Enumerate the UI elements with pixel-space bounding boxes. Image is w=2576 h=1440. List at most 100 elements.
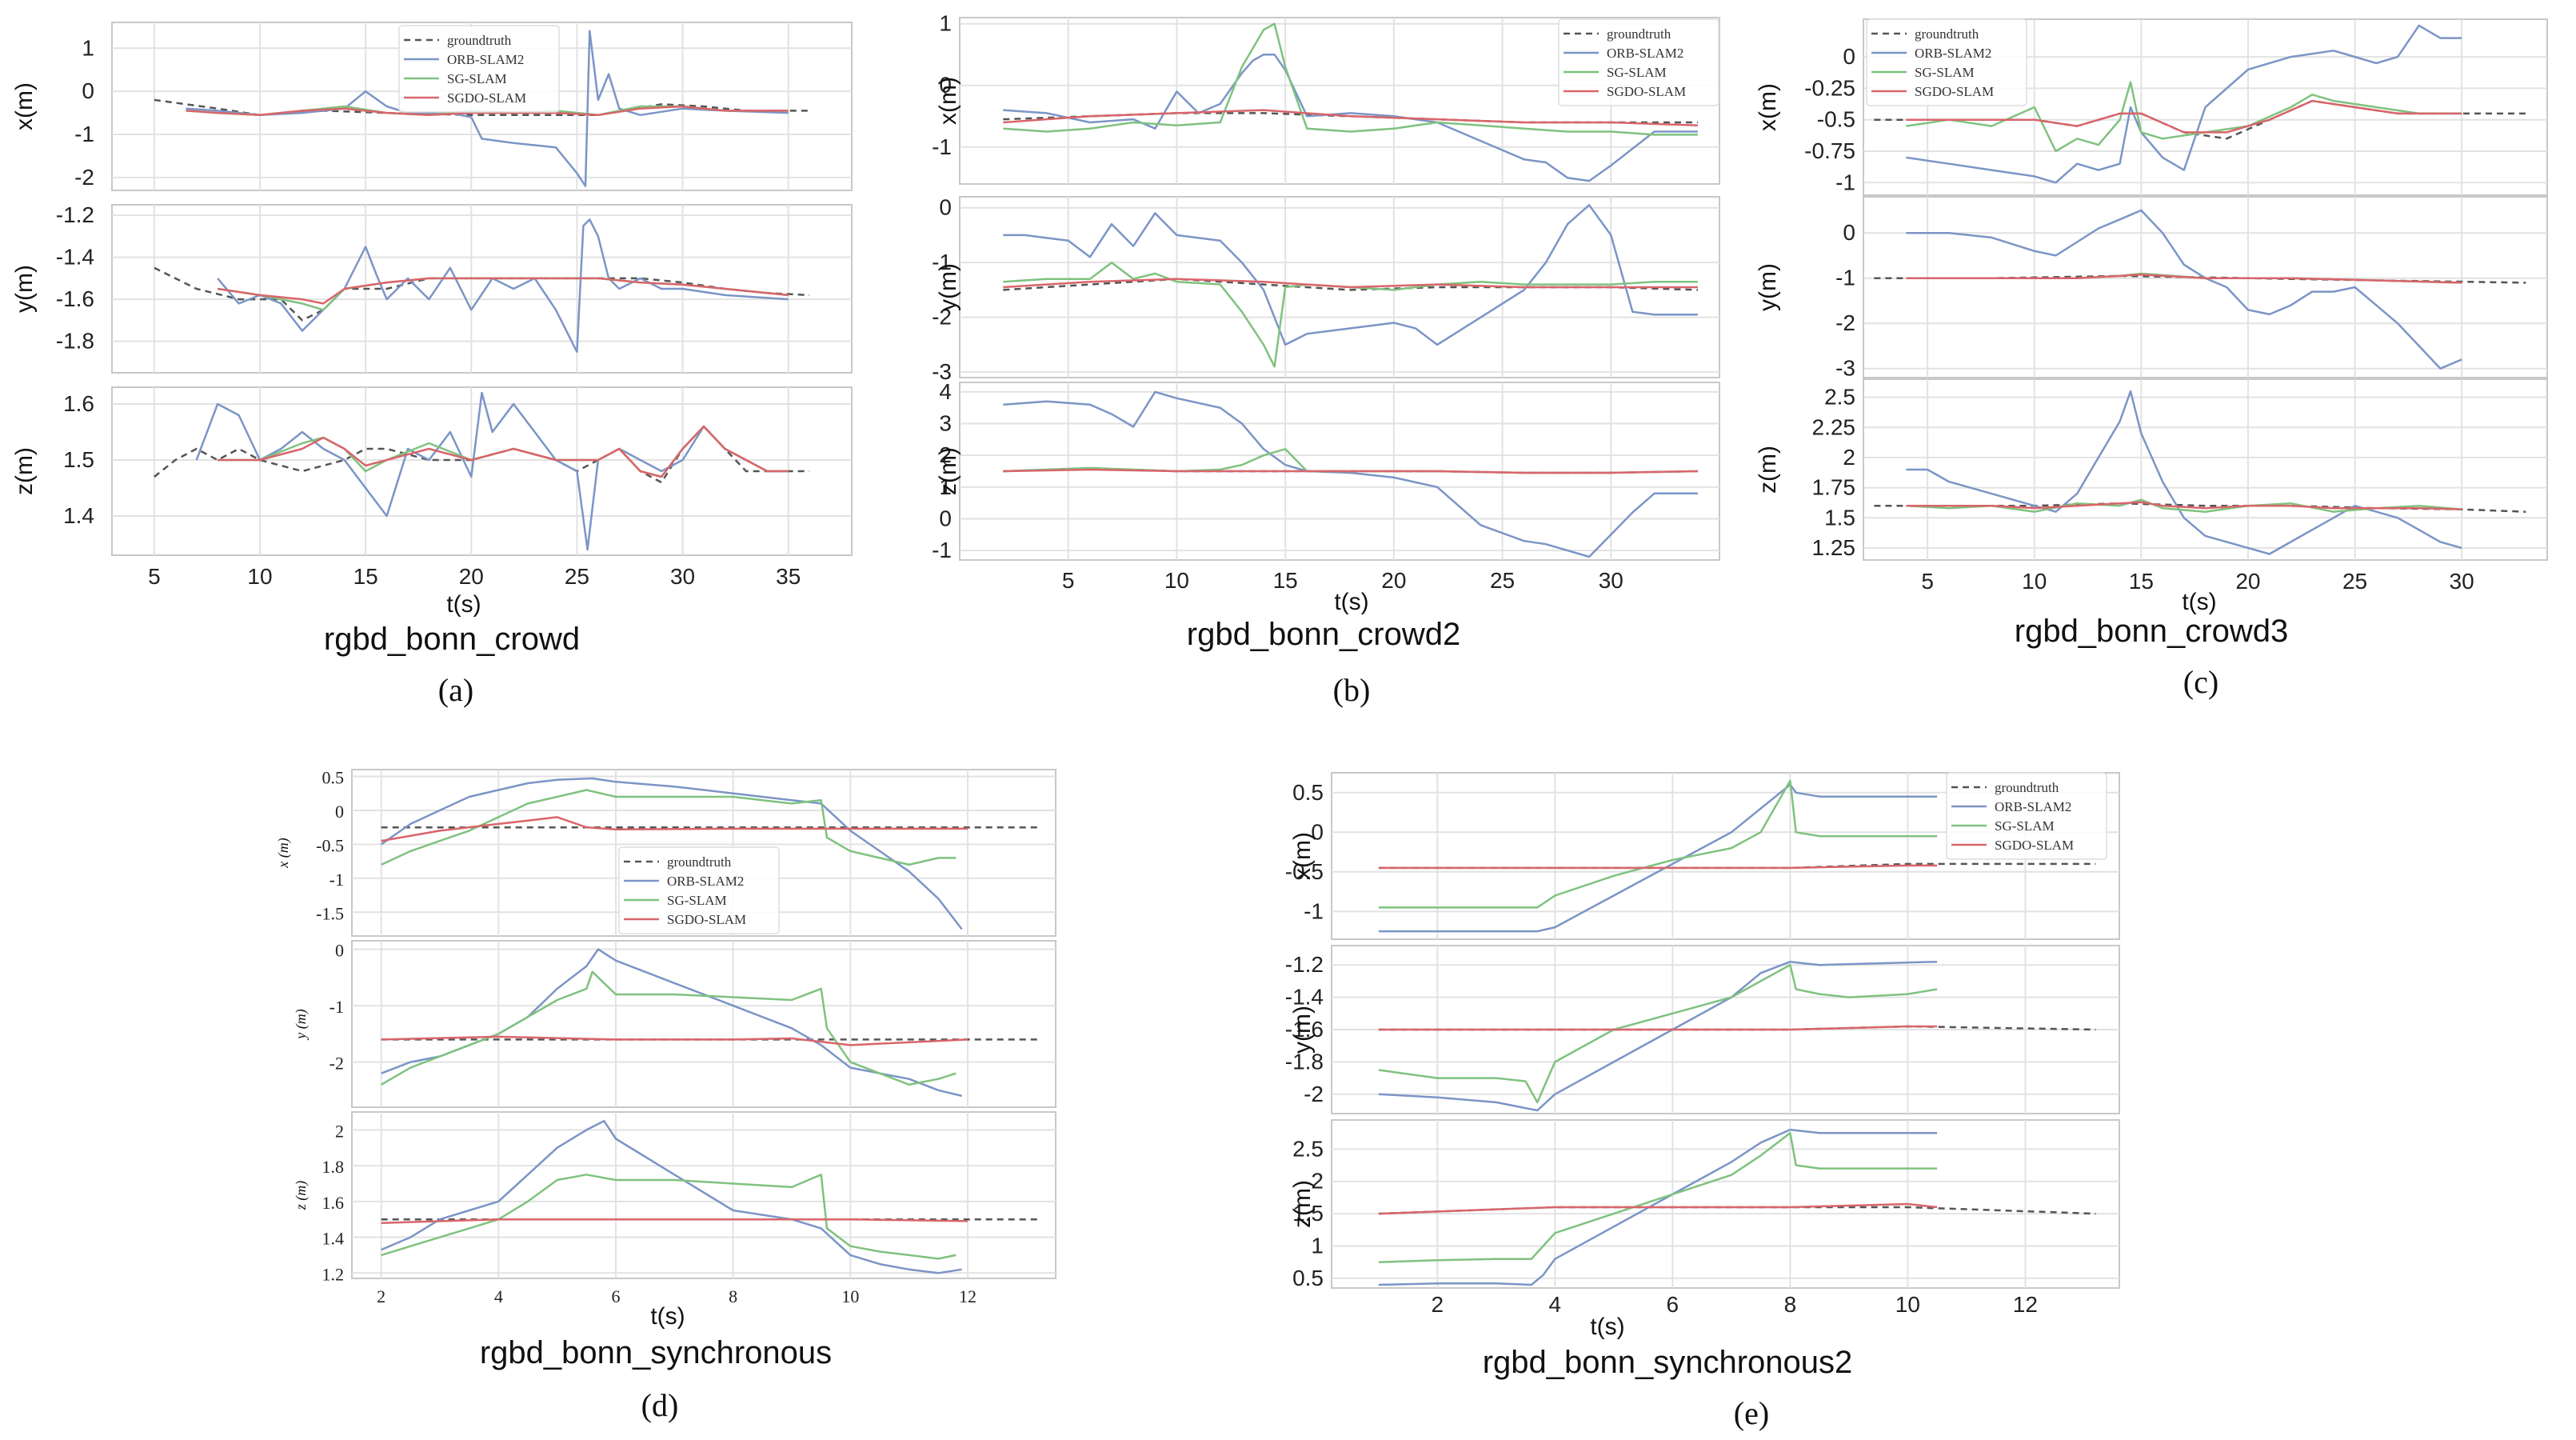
ytick-e-0-1: -0.5: [1285, 859, 1324, 884]
ytick-d-1-0: -2: [329, 1054, 344, 1074]
ytick-e-0-2: 0: [1311, 819, 1324, 844]
xtick-a-3: 20: [459, 564, 484, 589]
legend-label-c-1: ORB-SLAM2: [1915, 46, 1991, 61]
series-e-0-sgdo-slam: [1378, 864, 1938, 870]
series-d-0-orb-slam2: [380, 777, 963, 930]
ytick-a-0-0: -2: [74, 165, 94, 190]
legend-label-d-3: SGDO-SLAM: [667, 912, 746, 927]
series-b-2-sgdo-slam: [1003, 468, 1698, 474]
ytick-b-2-4: 3: [939, 411, 952, 436]
ytick-e-2-1: 1: [1311, 1234, 1324, 1258]
xlabel-c: t(s): [2182, 589, 2216, 615]
legend-label-d-2: SG-SLAM: [667, 893, 727, 908]
series-d-2-orb-slam2: [381, 1119, 962, 1274]
legend-label-a-0: groundtruth: [447, 33, 512, 48]
legend-label-e-1: ORB-SLAM2: [1995, 799, 2071, 814]
series-c-0-sg-slam: [1906, 81, 2462, 153]
xtick-a-4: 25: [565, 564, 589, 589]
xtick-d-3: 8: [729, 1286, 737, 1306]
ylabel-a-x: x(m): [11, 82, 38, 130]
ytick-c-2-0: 1.25: [1812, 535, 1856, 560]
legend-label-e-2: SG-SLAM: [1995, 818, 2055, 834]
ytick-e-1-2: -1.6: [1285, 1017, 1324, 1042]
ytick-b-2-3: 2: [939, 442, 952, 467]
legend-label-a-1: ORB-SLAM2: [447, 52, 524, 67]
ytick-e-2-0: 0.5: [1292, 1266, 1324, 1290]
ytick-d-2-3: 1.8: [322, 1157, 345, 1177]
ylabel-e-y: y(m): [1289, 1006, 1316, 1054]
ytick-b-1-3: 0: [939, 195, 952, 220]
xtick-b-0: 5: [1062, 568, 1075, 593]
ytick-c-2-3: 2: [1843, 445, 1855, 470]
series-c-1-orb-slam2: [1906, 209, 2462, 370]
xtick-d-5: 12: [959, 1286, 976, 1306]
ytick-b-1-1: -2: [932, 305, 952, 330]
xtick-e-0: 2: [1432, 1292, 1444, 1317]
series-e-2-orb-slam2: [1378, 1128, 1938, 1286]
ytick-a-0-3: 1: [82, 35, 94, 60]
chart-e-z: 0.5 1 1.5 2 2.5 z(m): [1289, 1119, 2120, 1290]
series-c-2-sg-slam: [1906, 498, 2462, 513]
chart-d-z: 1.2 1.4 1.6 1.8 2 z (m): [293, 1111, 1056, 1284]
ytick-e-1-1: -1.8: [1285, 1049, 1324, 1074]
series-b-1-sg-slam: [1003, 261, 1698, 368]
series-e-0-sg-slam: [1378, 779, 1938, 909]
xtick-e-4: 10: [1895, 1292, 1920, 1317]
ytick-b-1-2: -1: [932, 250, 952, 274]
xtick-e-5: 12: [2013, 1292, 2038, 1317]
panel-label-e: (e): [1734, 1395, 1769, 1431]
legend-label-e-0: groundtruth: [1995, 780, 2059, 795]
xtick-b-2: 15: [1273, 568, 1298, 593]
xtick-e-2: 6: [1667, 1292, 1679, 1317]
series-b-0-sg-slam: [1003, 22, 1698, 136]
xtick-d-2: 6: [612, 1286, 621, 1306]
series-c-2-sgdo-slam: [1906, 501, 2462, 510]
ytick-c-0-1: -0.75: [1804, 138, 1855, 163]
ytick-e-2-3: 2: [1311, 1169, 1324, 1194]
ytick-a-1-3: -1.2: [56, 202, 94, 227]
ytick-a-2-1: 1.5: [63, 447, 94, 472]
legend-label-e-3: SGDO-SLAM: [1995, 838, 2074, 853]
series-c-0-orb-slam2: [1906, 24, 2462, 184]
ylabel-b-y: y(m): [935, 263, 961, 311]
series-b-0-sgdo-slam: [1003, 109, 1698, 127]
xlabel-e: t(s): [1590, 1314, 1624, 1340]
ytick-c-2-5: 2.5: [1824, 385, 1855, 410]
panel-label-d: (d): [641, 1387, 679, 1423]
ytick-d-0-4: 0.5: [322, 767, 345, 787]
xtick-c-1: 10: [2022, 569, 2047, 594]
series-e-0-orb-slam2: [1378, 783, 1938, 933]
ytick-b-0-2: 1: [939, 11, 952, 36]
ytick-e-1-0: -2: [1304, 1082, 1324, 1106]
series-e-2-sg-slam: [1378, 1131, 1938, 1263]
ytick-d-0-1: -1: [329, 870, 344, 890]
legend-label-b-0: groundtruth: [1607, 26, 1671, 42]
ytick-d-0-0: -1.5: [316, 903, 344, 923]
series-d-1-sg-slam: [381, 970, 957, 1086]
chart-b-y: -3 -2 -1 0 y(m): [932, 195, 1720, 384]
legend-box-b: [1558, 18, 1719, 106]
ytick-d-0-3: 0: [335, 802, 344, 822]
xtick-d-4: 10: [841, 1286, 859, 1306]
legend-box-d: [618, 846, 780, 934]
chart-d-y: -2 -1 0 y (m): [293, 940, 1056, 1108]
ytick-d-2-0: 1.2: [322, 1264, 345, 1284]
xtick-c-5: 30: [2450, 569, 2474, 594]
ytick-e-0-0: -1: [1304, 898, 1324, 923]
ytick-c-2-4: 2.25: [1812, 414, 1856, 439]
legend-c: groundtruth ORB-SLAM2 SG-SLAM SGDO-SLAM: [1866, 18, 2027, 106]
ytick-e-2-4: 2.5: [1292, 1136, 1324, 1161]
xtick-c-3: 20: [2235, 569, 2260, 594]
ytick-c-0-2: -0.5: [1817, 107, 1855, 132]
ytick-c-0-0: -1: [1835, 170, 1855, 194]
legend-label-c-3: SGDO-SLAM: [1915, 84, 1994, 99]
series-e-1-sgdo-slam: [1378, 1025, 1938, 1031]
chart-a-y: -1.8 -1.6 -1.4 -1.2 y(m): [11, 202, 853, 374]
xtick-b-3: 20: [1381, 568, 1406, 593]
series-e-2-sgdo-slam: [1378, 1202, 1938, 1215]
ytick-e-1-3: -1.4: [1285, 985, 1324, 1010]
series-c-1-sgdo-slam: [1906, 273, 2462, 284]
ytick-d-1-1: -1: [329, 997, 344, 1017]
xtick-e-3: 8: [1784, 1292, 1797, 1317]
